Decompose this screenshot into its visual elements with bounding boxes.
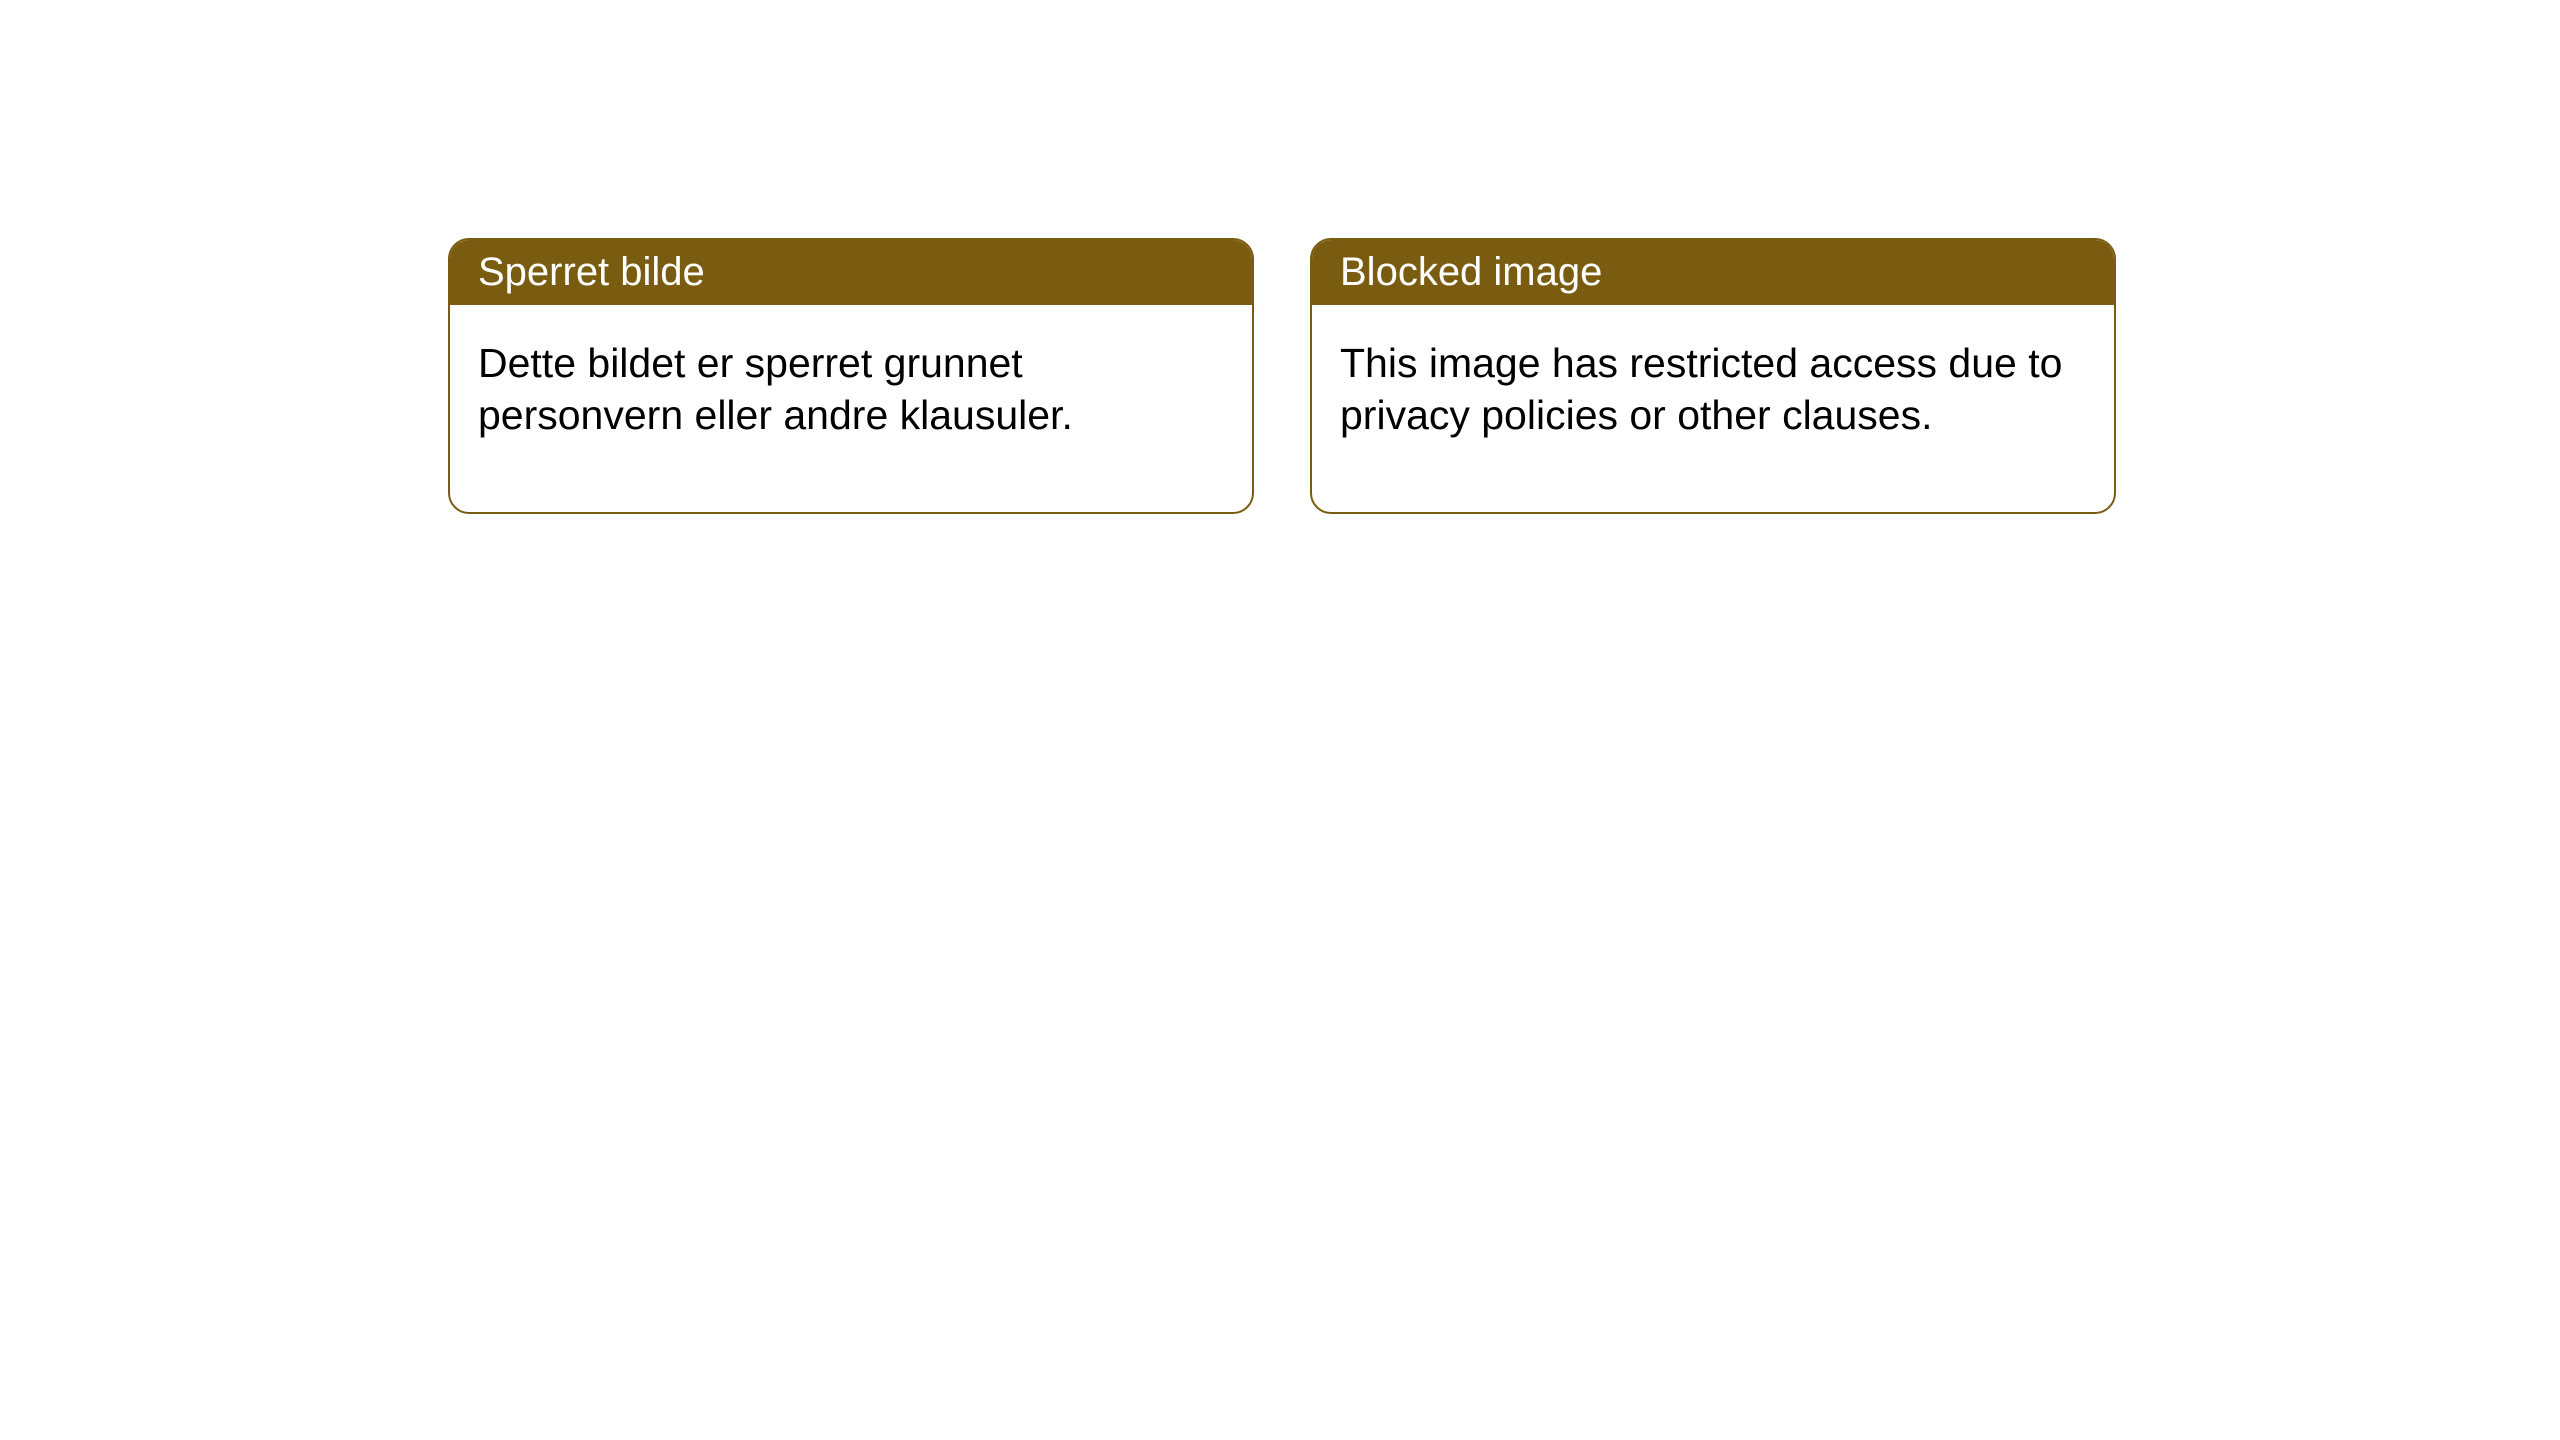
notice-body: Dette bildet er sperret grunnet personve… bbox=[450, 305, 1252, 512]
notice-card-english: Blocked image This image has restricted … bbox=[1310, 238, 2116, 514]
notice-header: Sperret bilde bbox=[450, 240, 1252, 305]
notice-header: Blocked image bbox=[1312, 240, 2114, 305]
notice-container: Sperret bilde Dette bildet er sperret gr… bbox=[0, 0, 2560, 514]
notice-body: This image has restricted access due to … bbox=[1312, 305, 2114, 512]
notice-card-norwegian: Sperret bilde Dette bildet er sperret gr… bbox=[448, 238, 1254, 514]
